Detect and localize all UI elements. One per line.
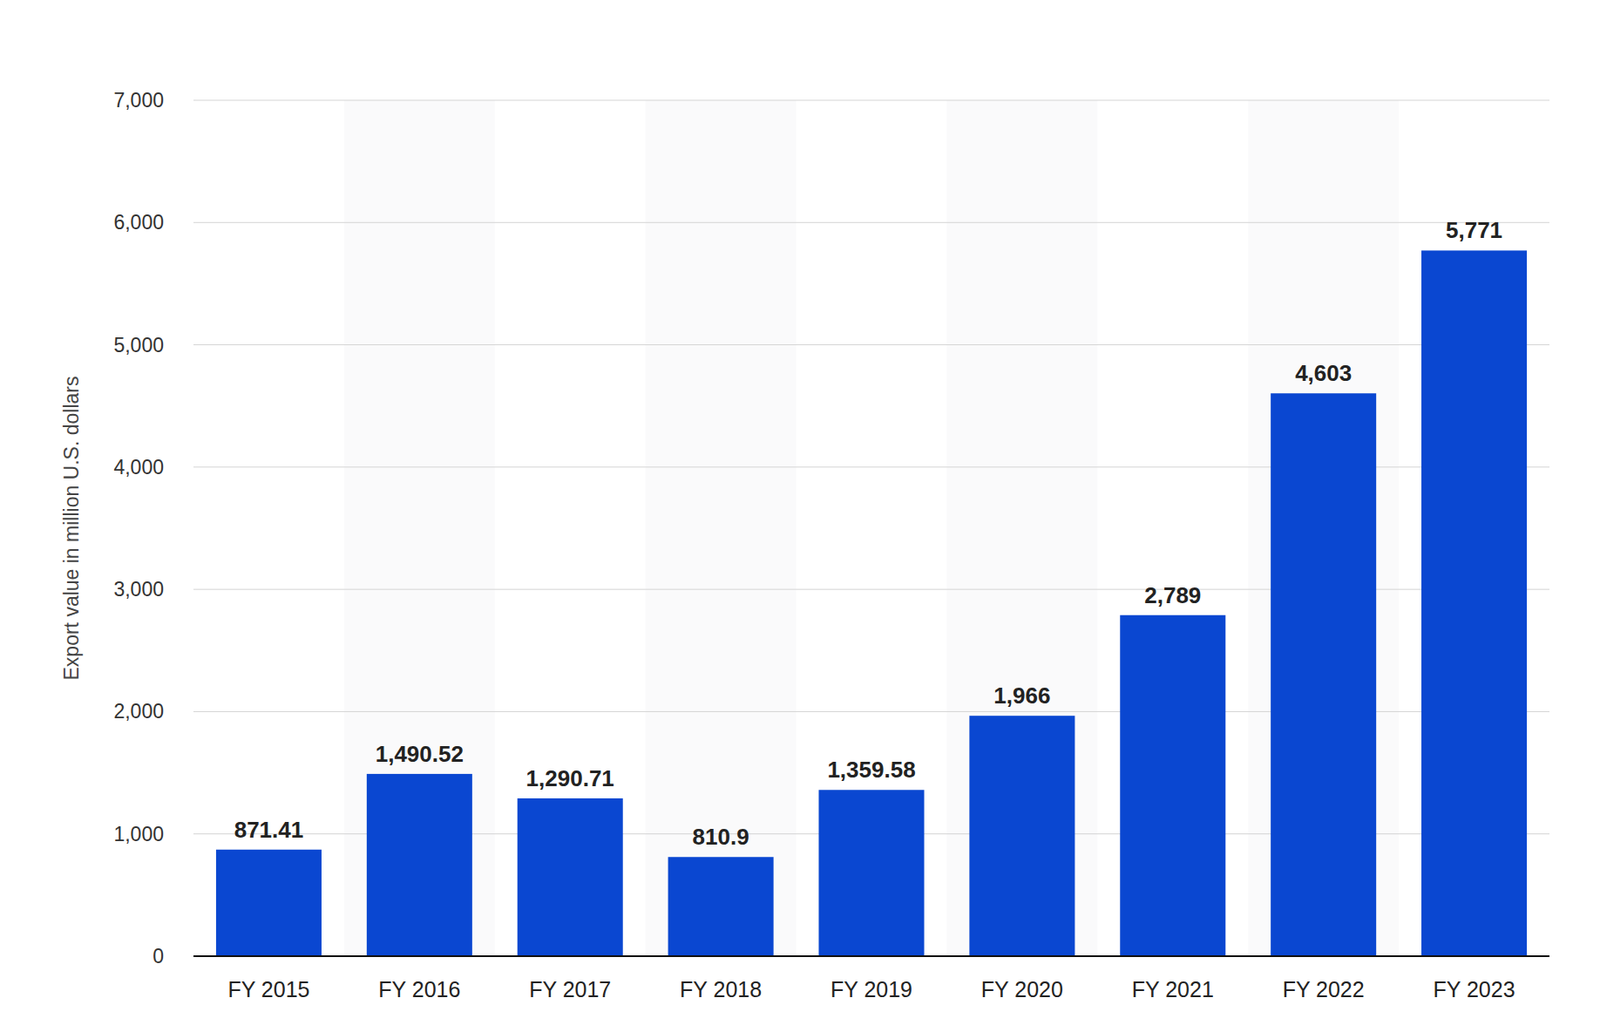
- data-label: 871.41: [234, 816, 305, 843]
- category-label: FY 2019: [830, 976, 913, 1002]
- data-label: 1,290.71: [526, 765, 615, 792]
- tick-label: 6,000: [113, 210, 164, 234]
- tick-label: 0: [152, 944, 164, 968]
- grid-line: [193, 100, 1550, 102]
- column-band: [1247, 100, 1399, 956]
- tick-label: 7,000: [113, 88, 164, 112]
- bar: [1270, 393, 1377, 956]
- category-label: FY 2016: [378, 976, 461, 1002]
- column-band: [645, 100, 797, 956]
- data-label: 1,490.52: [375, 740, 464, 767]
- data-label: 1,359.58: [827, 756, 916, 783]
- category-label: FY 2015: [227, 976, 310, 1002]
- tick-label: 4,000: [113, 455, 164, 479]
- category-label: FY 2017: [528, 976, 611, 1002]
- data-label: 810.9: [692, 823, 750, 850]
- bar: [668, 856, 774, 956]
- data-label: 4,603: [1294, 359, 1352, 387]
- category-label: FY 2023: [1433, 976, 1516, 1002]
- bar: [1421, 250, 1527, 956]
- data-label: 2,789: [1144, 582, 1201, 609]
- data-label: 1,966: [993, 682, 1051, 709]
- y-axis-label: Export value in million U.S. dollars: [60, 376, 83, 681]
- category-label: FY 2022: [1282, 976, 1365, 1002]
- column-band: [344, 100, 495, 956]
- bar: [517, 798, 624, 956]
- bar: [969, 715, 1075, 956]
- category-label: FY 2021: [1132, 976, 1214, 1002]
- tick-label: 2,000: [113, 699, 164, 723]
- grid-line: [193, 222, 1550, 224]
- tick-label: 1,000: [113, 822, 164, 846]
- bars: [216, 250, 1527, 956]
- column-band: [946, 100, 1098, 956]
- x-axis-line: [193, 955, 1550, 957]
- tick-label: 5,000: [113, 333, 164, 357]
- bar: [818, 789, 924, 956]
- bar: [216, 849, 322, 956]
- bar: [1119, 615, 1226, 956]
- tick-label: 3,000: [113, 577, 164, 601]
- category-label: FY 2018: [679, 976, 762, 1002]
- bar: [366, 773, 473, 956]
- data-label: 5,771: [1445, 216, 1503, 244]
- chart: 0 1,000 2,000 3,000 4,000 5,000 6,000 7,000 871.…: [0, 0, 1600, 1032]
- category-label: FY 2020: [981, 976, 1064, 1002]
- grid-line: [193, 344, 1550, 346]
